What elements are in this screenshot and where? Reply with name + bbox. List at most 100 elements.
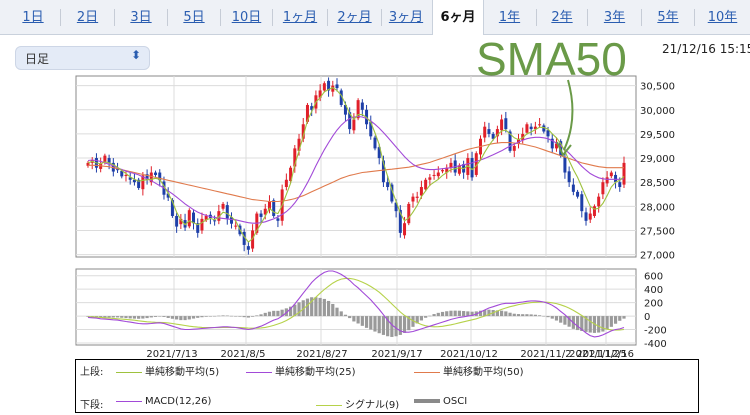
candle-body: [179, 218, 183, 225]
candle-body: [601, 182, 605, 195]
candle-body: [352, 119, 356, 131]
osci-bar: [436, 312, 440, 317]
osci-bar: [111, 316, 115, 318]
osci-bar: [221, 315, 225, 317]
tab-14[interactable]: 10年: [707, 10, 738, 25]
candle-body: [567, 171, 571, 183]
candle-body: [158, 172, 162, 181]
osci-bar: [440, 311, 445, 317]
candle-body: [576, 191, 580, 197]
candle-body: [221, 203, 225, 209]
candle-body: [441, 170, 445, 172]
x-tick-label: 2021/9/17: [371, 349, 422, 360]
candle-body: [504, 118, 508, 130]
osci-bar: [508, 312, 512, 317]
tab-8[interactable]: 3ヶ月: [388, 10, 424, 25]
osci-bar: [166, 316, 170, 318]
candle-body: [516, 138, 520, 144]
candle-body: [491, 133, 495, 139]
tab-separator: [641, 9, 642, 26]
tab-6[interactable]: 1ヶ月: [282, 10, 318, 25]
osci-bar: [567, 316, 571, 327]
macd-panel-frame: [75, 268, 637, 346]
candle-body: [597, 196, 601, 207]
candle-body: [563, 156, 567, 173]
candle-body: [512, 145, 516, 151]
candle-body: [419, 187, 423, 196]
tab-11[interactable]: 2年: [551, 10, 573, 25]
osci-bar: [373, 316, 377, 332]
osci-bar: [601, 316, 605, 332]
candle-body: [538, 124, 542, 126]
osci-bar: [170, 316, 175, 319]
signal-line: [87, 277, 625, 331]
candle-body: [432, 174, 436, 176]
osci-bar: [115, 316, 120, 318]
candle-body: [622, 162, 626, 185]
osci-bar: [103, 316, 107, 318]
legend-lower-item: シグナル(9): [316, 396, 399, 411]
candle-body: [356, 100, 360, 119]
osci-bar: [137, 316, 141, 319]
y-tick-label: 28,000: [640, 202, 675, 213]
legend-upper-item: 単純移動平均(50): [414, 363, 524, 378]
candle-body: [403, 223, 407, 236]
osci-bar: [609, 316, 613, 327]
tab-3[interactable]: 3日: [130, 10, 152, 25]
chart-legend: 上段: 下段: 単純移動平均(5) 単純移動平均(25) 単純移動平均(50) MA…: [75, 359, 699, 413]
candle-body: [137, 179, 141, 188]
candle-body: [554, 143, 558, 149]
tab-10[interactable]: 1年: [498, 10, 521, 25]
osci-bar: [158, 316, 162, 317]
osci-bar: [352, 316, 356, 322]
osci-bar: [305, 298, 310, 317]
osci-bar: [402, 316, 407, 333]
candle-body: [348, 112, 352, 130]
tab-2[interactable]: 2日: [76, 10, 99, 25]
legend-item-label: 単純移動平均(50): [443, 367, 524, 378]
candle-body: [99, 163, 103, 169]
legend-swatch: [414, 399, 440, 403]
candle-body: [424, 179, 428, 190]
legend-lower-label: 下段:: [80, 400, 104, 411]
candle-period-select[interactable]: 日足 ⬍: [15, 46, 150, 70]
candle-body: [390, 184, 394, 202]
candle-body: [618, 182, 622, 188]
osci-bar: [314, 297, 318, 317]
osci-bar: [597, 316, 601, 333]
tab-12[interactable]: 3年: [603, 10, 626, 25]
osci-bar: [563, 316, 567, 325]
osci-bar: [407, 316, 411, 331]
osci-bar: [120, 316, 124, 318]
annotation-arrowhead: [556, 141, 572, 157]
tab-1[interactable]: 1日: [22, 10, 44, 25]
osci-bar: [335, 307, 339, 317]
macd-y-tick-label: -200: [644, 326, 667, 337]
candle-body: [533, 126, 537, 130]
osci-bar: [533, 314, 537, 317]
osci-bar: [453, 310, 457, 317]
tab-4[interactable]: 5日: [183, 10, 205, 25]
tab-9[interactable]: 6ヶ月: [432, 0, 484, 35]
candle-body: [474, 153, 478, 175]
candle-body: [550, 138, 554, 149]
tab-separator: [694, 9, 695, 26]
legend-swatch: [316, 404, 342, 406]
osci-bar: [369, 316, 373, 330]
tab-7[interactable]: 2ヶ月: [337, 10, 372, 25]
tab-separator: [220, 9, 221, 26]
osci-bar: [521, 314, 525, 317]
osci-bar: [445, 311, 449, 317]
osci-bar: [588, 316, 592, 333]
osci-bar: [554, 316, 559, 321]
candle-body: [276, 218, 280, 221]
tab-5[interactable]: 10日: [231, 10, 262, 25]
candle-body: [246, 246, 250, 250]
osci-bar: [322, 298, 326, 317]
candle-body: [225, 205, 229, 219]
y-tick-label: 27,000: [640, 251, 675, 262]
osci-bar: [457, 310, 462, 317]
tab-13[interactable]: 5年: [657, 10, 679, 25]
osci-bar: [487, 309, 491, 317]
osci-bar: [124, 316, 128, 319]
